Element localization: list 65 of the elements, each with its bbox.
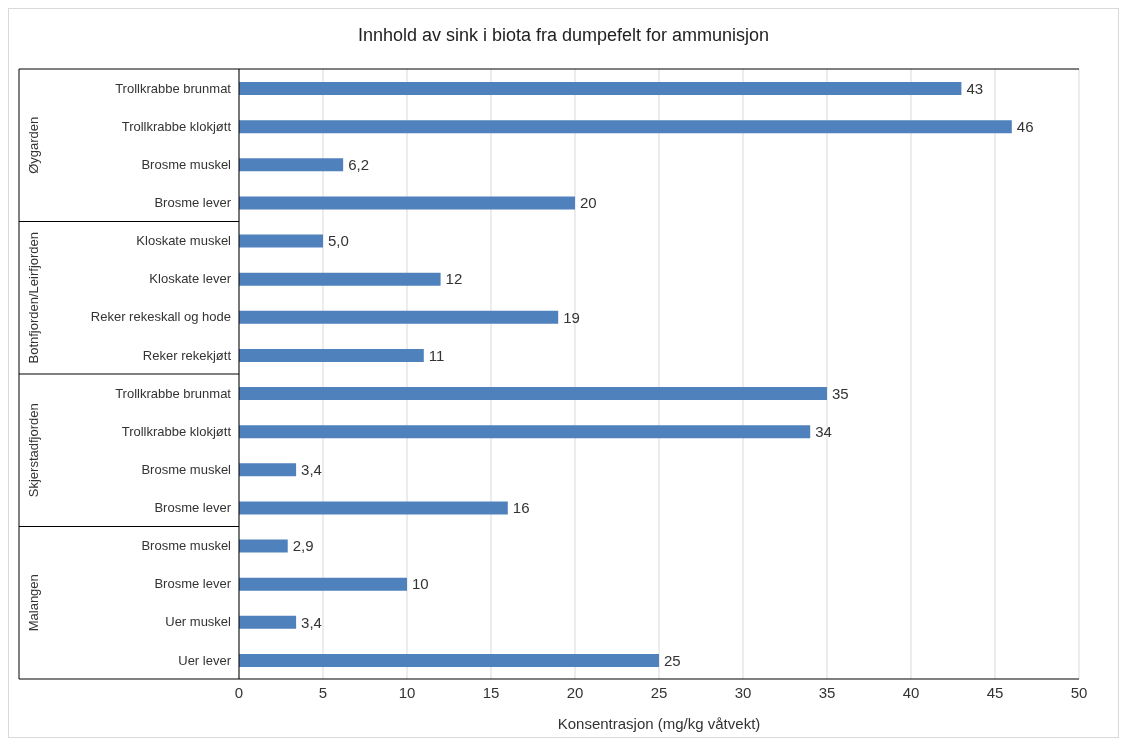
x-tick-label: 45 (986, 683, 1004, 701)
x-tick-label: 30 (734, 683, 752, 701)
x-tick-label: 10 (398, 683, 416, 701)
bar (239, 539, 288, 553)
data-label: 12 (445, 270, 463, 288)
bar (239, 120, 1012, 134)
bar (239, 577, 407, 591)
y-tick-label: Brosme muskel (141, 156, 232, 172)
bar (239, 196, 575, 210)
data-label: 25 (664, 651, 681, 669)
x-tick-label: 35 (818, 683, 836, 701)
text: Øygarden (26, 116, 42, 174)
y-tick-label: Brosme muskel (141, 461, 232, 477)
x-axis-title: Konsentrasjon (mg/kg våtvekt) (557, 715, 761, 732)
y-tick-label: Reker rekeskall og hode (90, 309, 231, 325)
data-label: 5,0 (328, 232, 349, 250)
bar (239, 310, 559, 324)
data-label: 16 (512, 499, 530, 517)
y-tick-label: Brosme muskel (141, 538, 232, 554)
data-label: 2,9 (292, 537, 314, 555)
bar (239, 234, 323, 248)
data-label: 6,2 (348, 156, 370, 174)
y-tick-label: Reker rekekjøtt (142, 347, 232, 363)
x-tick-label: 15 (482, 683, 500, 701)
y-tick-label: Brosme lever (154, 195, 232, 211)
bar (239, 272, 441, 286)
x-tick-label: 50 (1070, 683, 1088, 701)
text: Botnfjorden/Leirfjorden (26, 231, 42, 364)
y-tick-label: Uer muskel (165, 614, 232, 630)
x-tick-label: 40 (902, 683, 920, 701)
data-label: 46 (1016, 117, 1034, 135)
data-label: 3,4 (301, 461, 322, 479)
bar (239, 158, 344, 172)
x-tick-label: 0 (234, 683, 244, 701)
y-tick-label: Trollkrabbe klokjøtt (121, 118, 232, 134)
data-label: 35 (832, 384, 849, 402)
bar (239, 653, 659, 667)
bar (239, 615, 297, 629)
chart-title: Innhold av sink i biota fra dumpefelt for ammunisjon (356, 24, 771, 47)
data-label: 3,4 (301, 613, 322, 631)
x-tick-label: 20 (566, 683, 584, 701)
bar (239, 501, 508, 515)
text: Skjerstadfjorden (26, 403, 42, 498)
y-tick-label: Trollkrabbe brunmat (115, 385, 232, 401)
y-tick-label: Brosme lever (154, 576, 232, 592)
data-label: 34 (815, 422, 832, 440)
bar (239, 463, 297, 477)
data-label: 20 (580, 194, 597, 212)
y-tick-label: Uer lever (178, 652, 232, 668)
y-tick-label: Brosme lever (154, 500, 232, 516)
text: Malangen (26, 574, 42, 632)
y-tick-label: Kloskate lever (149, 271, 232, 287)
bar (239, 387, 827, 400)
bar (239, 348, 424, 362)
y-tick-label: Trollkrabbe klokjøtt (121, 423, 232, 439)
data-label: 19 (563, 308, 580, 326)
bar (239, 425, 811, 439)
x-tick-label: 5 (318, 683, 328, 701)
data-label: 43 (966, 79, 984, 97)
y-tick-label: Trollkrabbe brunmat (115, 80, 232, 96)
bar (239, 82, 962, 95)
x-tick-label: 25 (650, 683, 668, 701)
y-tick-label: Kloskate muskel (136, 233, 232, 249)
data-label: 10 (412, 575, 429, 593)
data-label: 11 (428, 346, 445, 364)
